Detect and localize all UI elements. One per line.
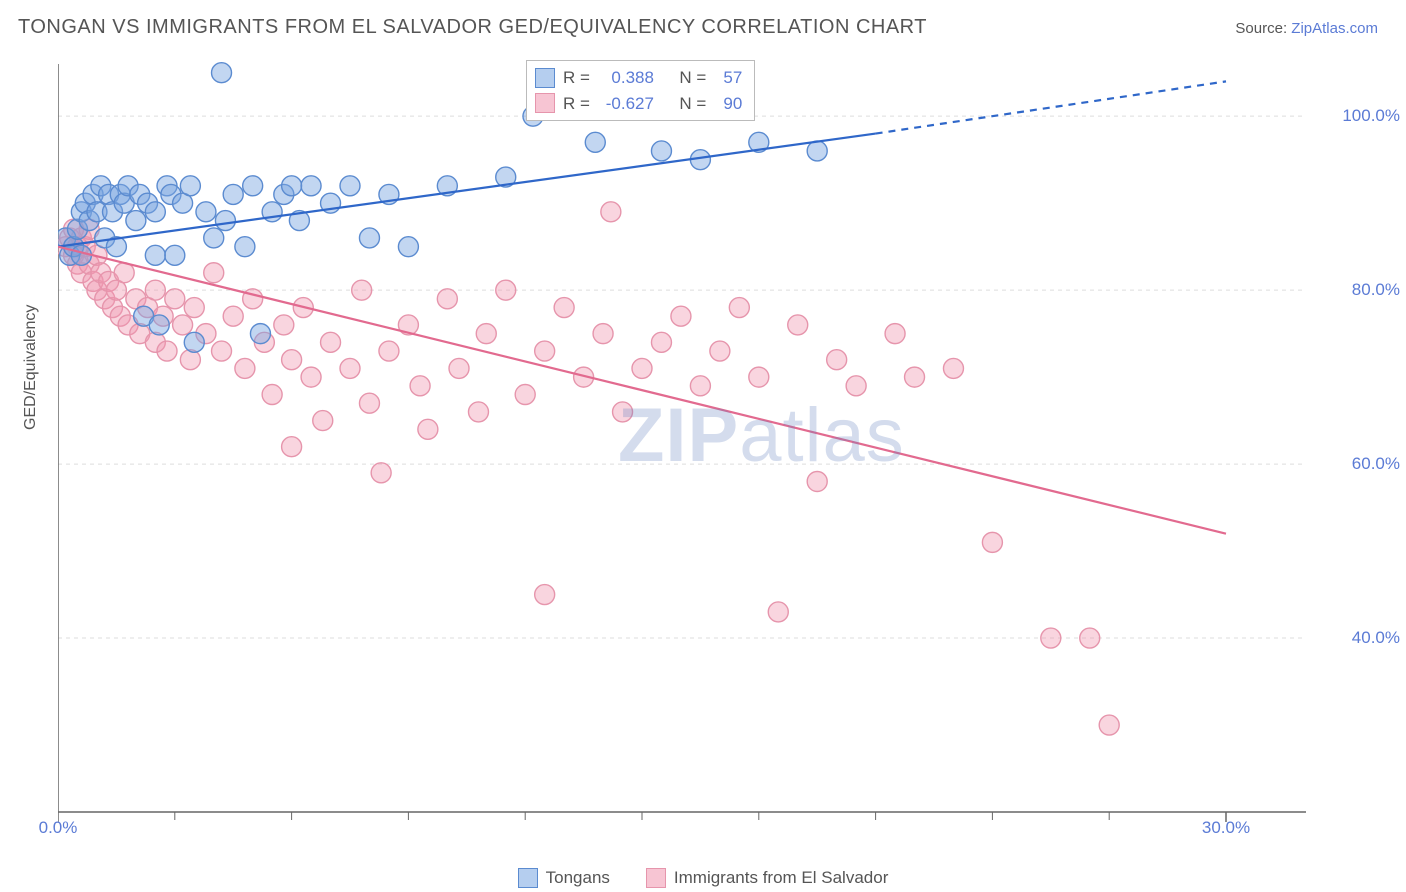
legend-row-tongans: R = 0.388 N = 57 — [535, 65, 742, 91]
plot-area: ZIPatlas R = 0.388 N = 57 R = -0.627 N =… — [58, 52, 1312, 832]
swatch-elsalvador-bottom — [646, 868, 666, 888]
r-value-tongans: 0.388 — [598, 65, 654, 91]
scatter-chart-svg — [58, 52, 1312, 832]
source-link[interactable]: ZipAtlas.com — [1291, 20, 1378, 37]
y-tick-label: 80.0% — [1352, 280, 1400, 300]
legend-item-tongans: Tongans — [518, 868, 610, 888]
swatch-tongans — [535, 68, 555, 88]
x-tick-label: 0.0% — [39, 818, 78, 838]
source-attribution: Source: ZipAtlas.com — [1235, 20, 1378, 37]
header: TONGAN VS IMMIGRANTS FROM EL SALVADOR GE… — [0, 0, 1406, 45]
y-tick-label: 40.0% — [1352, 628, 1400, 648]
n-value-elsalvador: 90 — [714, 91, 742, 117]
y-tick-label: 100.0% — [1342, 106, 1400, 126]
bottom-legend: Tongans Immigrants from El Salvador — [0, 868, 1406, 888]
y-axis-label: GED/Equivalency — [22, 305, 40, 430]
y-tick-label: 60.0% — [1352, 454, 1400, 474]
n-value-tongans: 57 — [714, 65, 742, 91]
correlation-legend: R = 0.388 N = 57 R = -0.627 N = 90 — [526, 60, 755, 121]
swatch-tongans-bottom — [518, 868, 538, 888]
chart-title: TONGAN VS IMMIGRANTS FROM EL SALVADOR GE… — [18, 16, 927, 39]
r-value-elsalvador: -0.627 — [598, 91, 654, 117]
x-tick-label: 30.0% — [1202, 818, 1250, 838]
legend-item-elsalvador: Immigrants from El Salvador — [646, 868, 888, 888]
legend-row-elsalvador: R = -0.627 N = 90 — [535, 91, 742, 117]
swatch-elsalvador — [535, 93, 555, 113]
